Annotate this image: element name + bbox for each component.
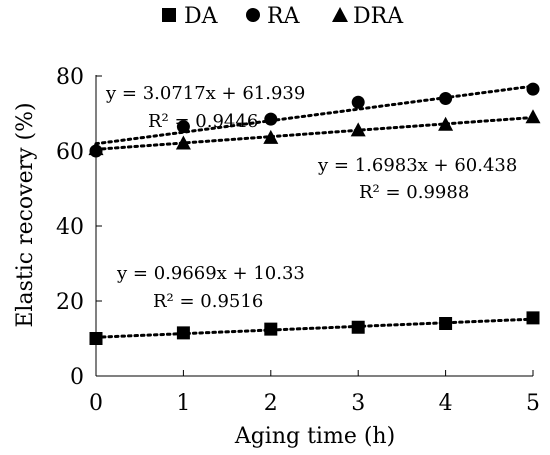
y-tick-label: 60 — [56, 140, 84, 165]
x-tick-label: 2 — [264, 391, 278, 416]
legend-label-dra: DRA — [353, 4, 404, 29]
point-ra — [264, 112, 278, 126]
point-ra — [351, 95, 365, 109]
data-points — [88, 82, 541, 345]
y-tick-label: 20 — [56, 290, 84, 315]
x-tick-label: 4 — [439, 391, 453, 416]
y-tick-label: 80 — [56, 65, 84, 90]
legend-label-da: DA — [184, 4, 219, 29]
x-axis-title: Aging time (h) — [234, 424, 395, 449]
trendline-ra — [94, 84, 535, 146]
point-dra — [88, 141, 104, 156]
y-tick-label: 40 — [56, 215, 84, 240]
trendline-da — [94, 317, 535, 339]
x-tick-label: 5 — [526, 391, 540, 416]
point-da — [526, 311, 540, 325]
legend-marker-da — [162, 8, 176, 22]
dra-trend-r2: R² = 0.9988 — [359, 182, 469, 203]
point-dra — [525, 109, 541, 124]
point-ra — [526, 82, 540, 96]
x-tick-label: 3 — [351, 391, 365, 416]
legend-marker-ra — [246, 8, 260, 22]
trendlines — [94, 84, 535, 339]
legend: DA RA DRA — [162, 4, 404, 29]
point-da — [351, 320, 365, 334]
ra-trend-r2: R² = 0.9446 — [148, 111, 258, 132]
dra-trend-equation: y = 1.6983x + 60.438 — [317, 155, 517, 176]
trendline-dra — [94, 116, 535, 151]
x-tick-label: 1 — [176, 391, 190, 416]
x-tick-label: 0 — [89, 391, 103, 416]
point-da — [176, 326, 190, 340]
ticks: 0 1 2 3 4 5 0 20 40 60 80 — [56, 65, 540, 416]
point-ra — [439, 92, 453, 105]
da-trend-equation: y = 0.9669x + 10.33 — [116, 263, 305, 284]
point-dra — [263, 129, 279, 144]
point-dra — [175, 135, 191, 150]
point-ra — [176, 120, 190, 134]
legend-marker-dra — [332, 7, 348, 22]
point-da — [264, 322, 278, 336]
ra-trend-equation: y = 3.0717x + 61.939 — [105, 83, 305, 104]
point-da — [89, 332, 103, 345]
legend-label-ra: RA — [267, 4, 301, 29]
annotations: y = 3.0717x + 61.939 R² = 0.9446 y = 1.6… — [105, 83, 517, 312]
y-axis-title: Elastic recovery (%) — [13, 102, 38, 327]
y-tick-label: 0 — [70, 365, 84, 390]
point-dra — [438, 116, 454, 131]
point-da — [439, 317, 453, 330]
point-dra — [350, 122, 366, 137]
da-trend-r2: R² = 0.9516 — [153, 291, 263, 312]
